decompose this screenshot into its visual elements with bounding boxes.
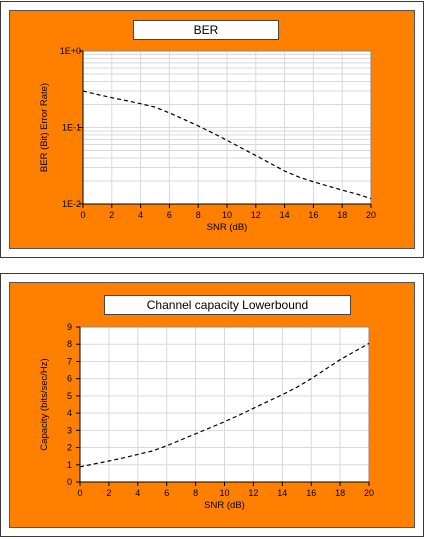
x-tick-label: 16: [306, 488, 316, 498]
x-tick-label: 8: [193, 488, 198, 498]
x-tick-label: 2: [106, 488, 111, 498]
x-tick-label: 12: [251, 210, 261, 220]
x-tick-label: 0: [80, 210, 85, 220]
y-tick-label: 6: [67, 374, 72, 384]
ber-chart-panel: 0 2 4 6 8 10 12 14 16 18 20 1E+0 1E-1 1E-2 SNR (dB) BER…: [0, 1, 424, 258]
x-tick-label: 6: [167, 210, 172, 220]
x-tick-label: 10: [222, 210, 232, 220]
y-tick-label: 5: [67, 391, 72, 401]
x-tick-label: 18: [337, 210, 347, 220]
x-tick-label: 10: [219, 488, 229, 498]
y-tick-label: 1E-2: [62, 199, 81, 209]
x-tick-label: 14: [280, 210, 290, 220]
y-tick-label: 3: [67, 425, 72, 435]
x-tick-label: 6: [164, 488, 169, 498]
y-tick-label: 1E+0: [60, 46, 81, 56]
x-tick-label: 20: [366, 210, 376, 220]
y-tick-label: 2: [67, 443, 72, 453]
y-axis-title: BER (Bit) Error Rate): [39, 83, 50, 172]
y-tick-label: 1E-1: [62, 123, 81, 133]
x-tick-label: 0: [77, 488, 82, 498]
y-tick-label: 7: [67, 356, 72, 366]
x-tick-label: 14: [277, 488, 287, 498]
y-tick-label: 0: [67, 477, 72, 487]
x-tick-label: 12: [248, 488, 258, 498]
ber-chart: 0 2 4 6 8 10 12 14 16 18 20 1E+0 1E-1 1E-2 SNR (dB) BER…: [39, 46, 376, 233]
capacity-chart-panel: 0 2 4 6 8 10 12 14 16 18 20 0 1 2 3 4 5 6 7 8 9 SNR (dB) Capac…: [0, 273, 424, 537]
capacity-chart-title: Channel capacity Lowerbound: [104, 295, 351, 315]
x-tick-label: 2: [109, 210, 114, 220]
x-tick-label: 4: [135, 488, 140, 498]
y-axis-title: Capacity (bits/sec/Hz): [39, 358, 50, 450]
y-tick-label: 8: [67, 339, 72, 349]
series-line: [82, 90, 372, 200]
x-tick-label: 18: [335, 488, 345, 498]
y-tick-label: 1: [67, 460, 72, 470]
y-tick-label: 9: [67, 322, 72, 332]
x-tick-label: 4: [138, 210, 143, 220]
x-axis-title: SNR (dB): [207, 222, 248, 233]
x-tick-label: 16: [308, 210, 318, 220]
series-line: [79, 342, 370, 468]
ber-chart-title: BER: [133, 20, 279, 40]
x-tick-label: 8: [196, 210, 201, 220]
x-axis-title: SNR (dB): [204, 500, 245, 511]
y-tick-label: 4: [67, 408, 72, 418]
x-tick-label: 20: [364, 488, 374, 498]
